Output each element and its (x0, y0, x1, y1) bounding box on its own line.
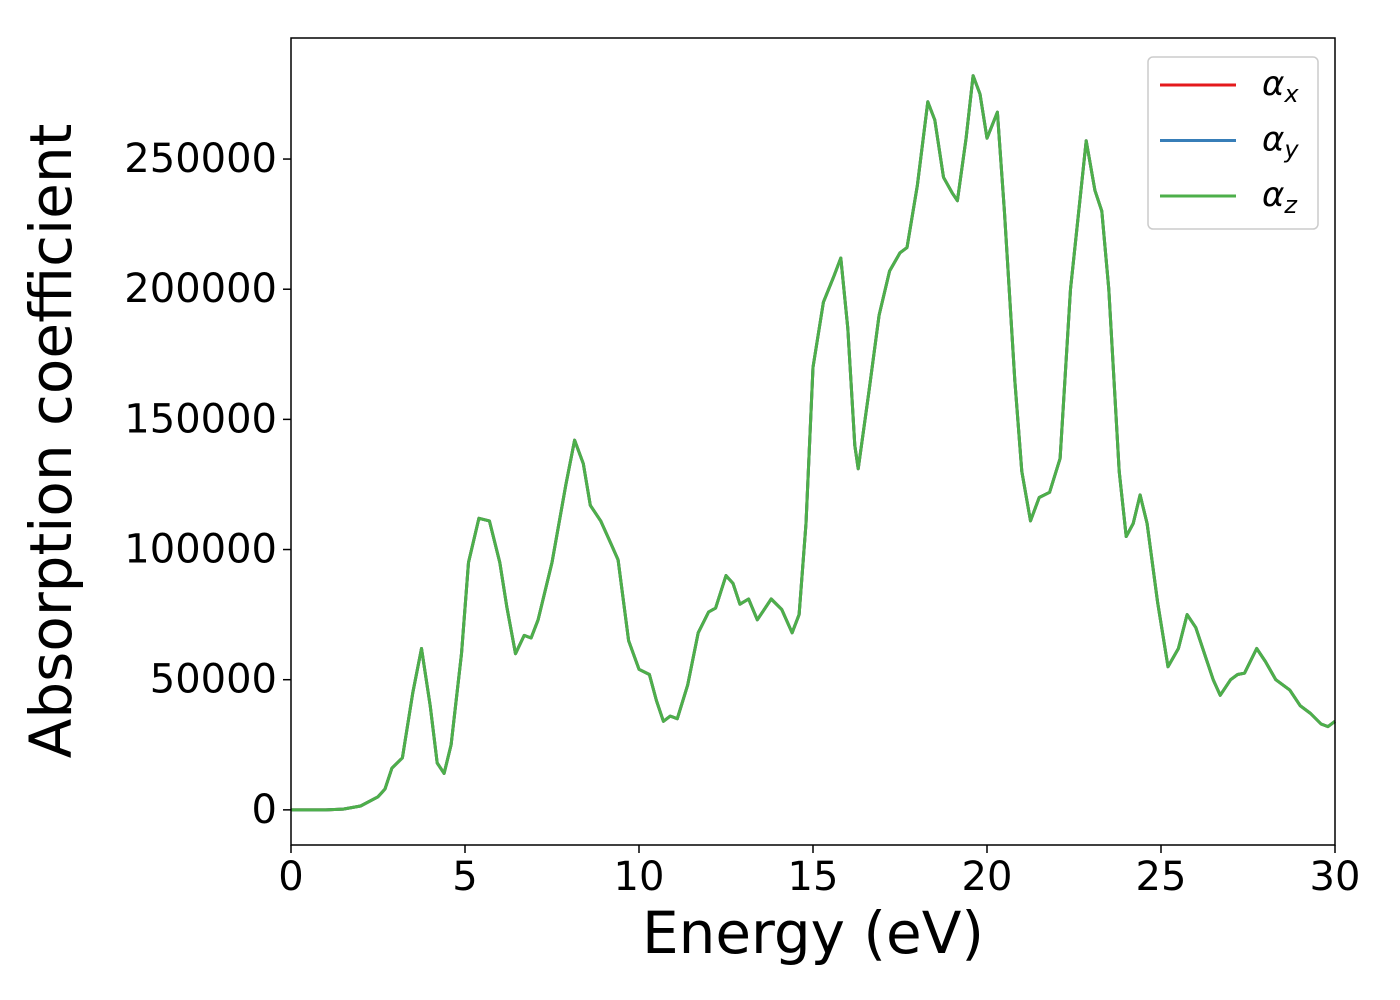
y-tick-label: 100000 (124, 527, 277, 573)
x-axis-label: Energy (eV) (642, 899, 984, 967)
y-tick-label: 250000 (124, 136, 277, 182)
y-tick-label: 150000 (124, 396, 277, 442)
y-axis-label: Absorption coefficient (17, 124, 85, 759)
legend-label: αy (1262, 119, 1299, 164)
x-tick-label: 20 (962, 854, 1013, 900)
x-tick-label: 25 (1136, 854, 1187, 900)
x-tick-label: 30 (1310, 854, 1361, 900)
x-tick-label: 10 (614, 854, 665, 900)
y-tick-label: 0 (252, 787, 277, 833)
legend-label: αx (1262, 64, 1299, 109)
x-tick-label: 15 (788, 854, 839, 900)
legend-label: αz (1262, 175, 1298, 220)
y-tick-label: 50000 (150, 657, 277, 703)
data-line (291, 74, 1336, 812)
plot-frame (290, 37, 1336, 846)
legend-box (1147, 56, 1319, 230)
x-tick-label: 0 (278, 854, 303, 900)
x-tick-label: 5 (452, 854, 477, 900)
y-tick-label: 200000 (124, 266, 277, 312)
